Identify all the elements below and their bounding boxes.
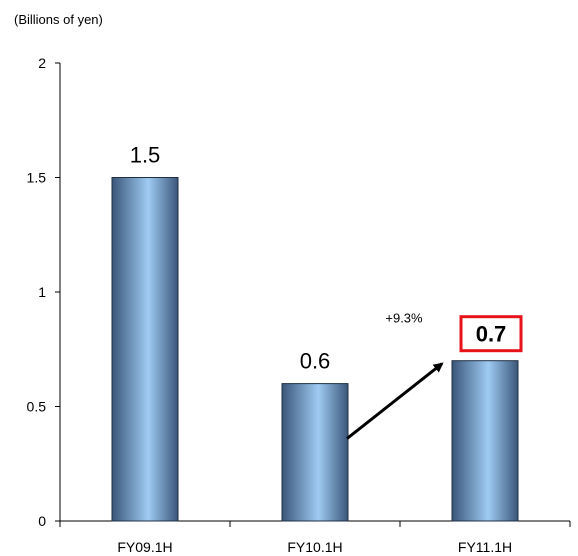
- data-label: 0.6: [300, 349, 331, 374]
- x-tick-label: FY09.1H: [117, 539, 172, 555]
- y-tick-label: 0.5: [27, 399, 47, 415]
- x-tick-label: FY10.1H: [287, 539, 342, 555]
- growth-annotation: +9.3%: [385, 311, 423, 326]
- bar: [281, 383, 349, 522]
- y-tick-label: 2: [38, 55, 46, 71]
- unit-label: (Billions of yen): [14, 12, 103, 27]
- data-label: 0.7: [476, 322, 507, 347]
- y-tick-label: 0: [38, 513, 46, 529]
- y-tick-label: 1: [38, 284, 46, 300]
- x-tick-label: FY11.1H: [458, 539, 512, 555]
- bar: [111, 177, 179, 522]
- highlight-box: [459, 315, 523, 353]
- y-tick-label: 1.5: [27, 170, 47, 186]
- data-label: 1.5: [130, 143, 161, 168]
- bar: [451, 360, 519, 522]
- growth-arrow: [346, 362, 444, 440]
